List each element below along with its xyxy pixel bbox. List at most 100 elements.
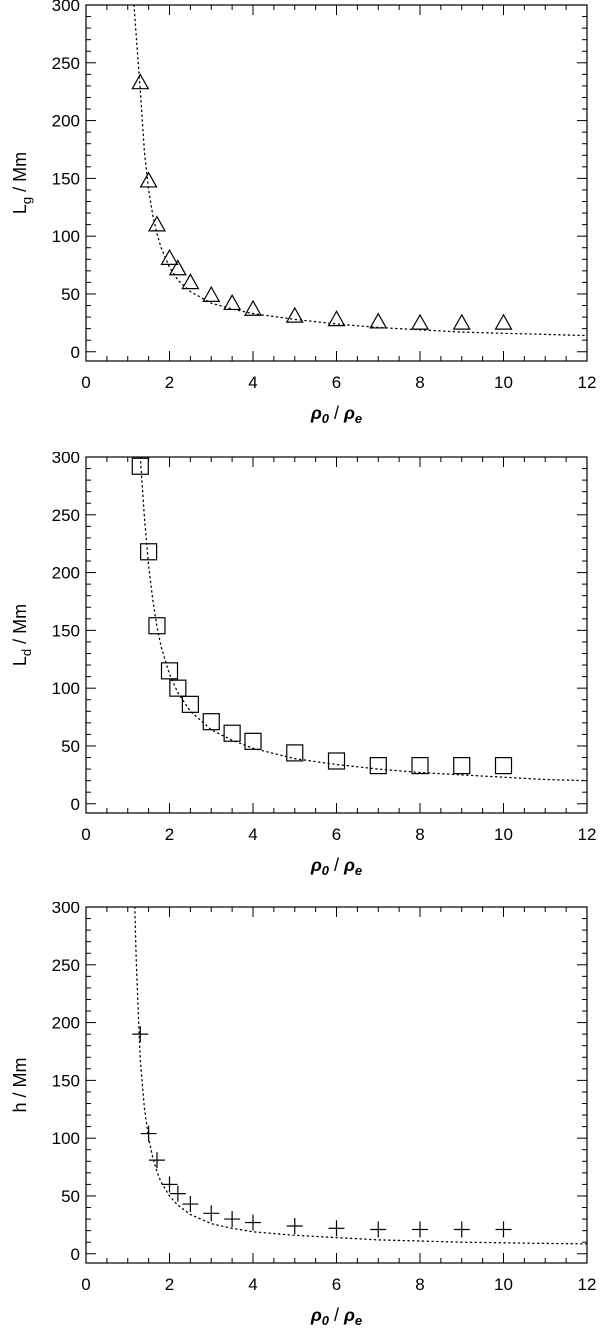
data-point-square xyxy=(148,617,166,635)
plot-frame xyxy=(85,906,588,1264)
data-point-square xyxy=(223,724,241,742)
data-point-triangle xyxy=(452,313,471,330)
x-tick-label: 4 xyxy=(248,1275,257,1294)
data-point-triangle xyxy=(327,310,346,327)
y-axis-title: Ld / Mm xyxy=(10,604,34,666)
data-point-square xyxy=(202,713,220,731)
data-point-square xyxy=(140,543,158,561)
data-point-triangle xyxy=(243,299,263,316)
x-tick-label: 2 xyxy=(165,373,174,392)
y-tick-label: 300 xyxy=(52,902,80,917)
data-point-triangle xyxy=(285,306,304,323)
x-tick-label: 10 xyxy=(494,1275,513,1294)
x-tick-label: 4 xyxy=(248,825,257,844)
model-curve xyxy=(139,457,587,782)
model-curve xyxy=(134,907,587,1245)
data-point-triangle xyxy=(223,293,242,311)
data-point-plus xyxy=(245,1214,261,1231)
data-point-triangle xyxy=(202,285,221,302)
x-tick-label: 12 xyxy=(578,825,597,844)
chart-h: 0 2 4 6 8 10 12 0 50 100 150 200 250 300 ρ0 / ρe h / Mm xyxy=(10,902,597,1328)
data-point-plus xyxy=(224,1211,241,1228)
data-point-triangle xyxy=(494,313,513,330)
x-tick-label: 0 xyxy=(81,825,90,844)
data-point-plus xyxy=(412,1221,428,1238)
y-tick-label: 300 xyxy=(52,0,80,15)
y-tick-label: 250 xyxy=(52,506,80,525)
x-tick-label: 4 xyxy=(248,373,257,392)
data-point-plus xyxy=(453,1221,470,1238)
data-point-square xyxy=(494,757,513,775)
data-point-square xyxy=(244,732,262,750)
data-point-plus xyxy=(182,1196,199,1213)
y-tick-label: 250 xyxy=(52,956,80,975)
data-point-triangle xyxy=(369,312,388,329)
x-tick-label: 2 xyxy=(165,1275,174,1294)
data-point-plus xyxy=(203,1205,220,1222)
data-point-plus xyxy=(140,1125,157,1142)
y-tick-label: 150 xyxy=(52,1071,80,1090)
data-point-triangle xyxy=(181,273,200,290)
x-tick-label: 12 xyxy=(578,1275,597,1294)
data-point-triangle xyxy=(168,259,187,276)
x-tick-label: 8 xyxy=(415,1275,424,1294)
data-point-plus xyxy=(286,1218,303,1235)
data-point-plus xyxy=(161,1176,178,1193)
plot-frame xyxy=(85,4,588,362)
y-tick-label: 50 xyxy=(61,285,80,304)
data-point-plus xyxy=(148,1152,165,1169)
data-point-plus xyxy=(328,1220,345,1237)
y-tick-label: 0 xyxy=(71,1245,80,1264)
y-tick-label: 250 xyxy=(52,54,80,73)
chart-lg: 0 2 4 6 8 10 12 0 50 100 150 200 250 300 ρ0 / ρe Lg / M… xyxy=(10,0,597,426)
data-point-square xyxy=(453,757,471,775)
y-tick-label: 300 xyxy=(52,452,80,467)
x-tick-label: 8 xyxy=(415,373,424,392)
x-tick-label: 0 xyxy=(81,373,90,392)
y-tick-label: 200 xyxy=(52,1014,80,1033)
y-tick-label: 100 xyxy=(52,1129,80,1148)
x-axis-title: ρ0 / ρe xyxy=(310,855,362,878)
y-axis-title: Lg / Mm xyxy=(10,152,34,214)
data-point-triangle xyxy=(410,313,430,330)
x-tick-label: 2 xyxy=(165,825,174,844)
y-tick-label: 50 xyxy=(61,1187,80,1206)
x-axis-title: ρ0 / ρe xyxy=(310,1305,362,1328)
data-point-triangle xyxy=(160,248,179,265)
y-tick-label: 200 xyxy=(52,564,80,583)
y-tick-label: 100 xyxy=(52,679,80,698)
data-point-square xyxy=(369,757,387,775)
y-tick-label: 150 xyxy=(52,169,80,188)
y-tick-label: 0 xyxy=(71,795,80,814)
data-point-plus xyxy=(495,1221,512,1238)
data-point-plus xyxy=(169,1185,186,1202)
data-point-square xyxy=(181,695,199,713)
data-point-square xyxy=(131,457,149,475)
x-tick-label: 12 xyxy=(578,373,597,392)
data-point-square xyxy=(160,662,179,680)
y-tick-label: 150 xyxy=(52,621,80,640)
x-axis-title: ρ0 / ρe xyxy=(310,403,362,426)
x-tick-label: 10 xyxy=(494,373,513,392)
x-tick-label: 6 xyxy=(332,373,341,392)
x-tick-label: 6 xyxy=(332,825,341,844)
data-point-square xyxy=(411,757,429,775)
data-point-plus xyxy=(370,1221,387,1238)
chart-panel-lg: 0 2 4 6 8 10 12 0 50 100 150 200 250 300 ρ0 / ρe Lg / M… xyxy=(0,0,600,440)
model-curve xyxy=(133,5,587,337)
data-point-square xyxy=(169,679,187,697)
y-tick-label: 200 xyxy=(52,112,80,131)
chart-ld: 0 2 4 6 8 10 12 0 50 100 150 200 250 300 ρ0 / ρe Ld / M… xyxy=(10,452,597,878)
chart-panel-ld: 0 2 4 6 8 10 12 0 50 100 150 200 250 300 ρ0 / ρe Ld / M… xyxy=(0,452,600,892)
chart-panel-h: 0 2 4 6 8 10 12 0 50 100 150 200 250 300 ρ0 / ρe h / Mm xyxy=(0,902,600,1342)
data-point-square xyxy=(286,744,304,762)
y-axis-title: h / Mm xyxy=(10,1057,30,1112)
x-tick-label: 8 xyxy=(415,825,424,844)
x-tick-label: 6 xyxy=(332,1275,341,1294)
y-tick-label: 100 xyxy=(52,227,80,246)
x-tick-label: 0 xyxy=(81,1275,90,1294)
y-tick-label: 50 xyxy=(61,737,80,756)
x-tick-label: 10 xyxy=(494,825,513,844)
y-tick-label: 0 xyxy=(71,343,80,362)
data-point-plus xyxy=(132,1026,149,1043)
